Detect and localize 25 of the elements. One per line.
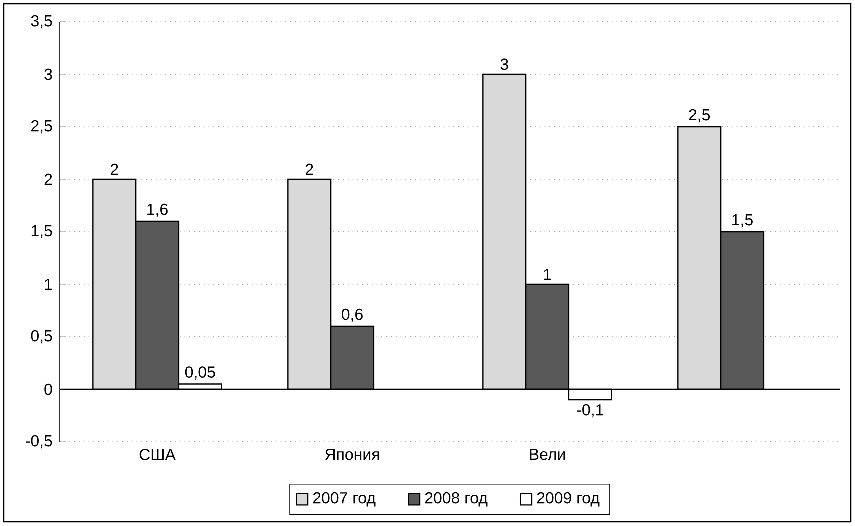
data-label: 3 — [500, 58, 508, 70]
data-label: 1,5 — [732, 214, 753, 228]
x-tick-label: Вели — [530, 449, 566, 460]
data-label: 1,6 — [148, 204, 168, 218]
y-tick-label: 0 — [44, 384, 52, 396]
data-label: 2 — [306, 164, 314, 176]
data-label: 2,5 — [689, 109, 710, 123]
y-tick-label: 0,5 — [31, 330, 52, 344]
legend-label: 2007 год — [313, 492, 376, 507]
legend-label: 2008 год — [425, 492, 488, 507]
y-tick-label: 1 — [45, 278, 52, 290]
data-label: 0,6 — [342, 308, 363, 322]
data-label: 1 — [544, 269, 552, 280]
y-tick-label: 1,5 — [32, 225, 52, 239]
data-label: 0,05 — [185, 366, 216, 380]
y-tick-label: 3 — [44, 68, 52, 80]
x-tick-label: Япония — [325, 449, 380, 460]
y-tick-label: 2 — [44, 174, 52, 186]
legend-label: 2009 год — [537, 492, 600, 507]
y-tick-label: 2,5 — [32, 120, 52, 134]
y-tick-label: -0,5 — [26, 435, 52, 449]
data-label: -0,1 — [577, 404, 604, 418]
data-label: 2 — [110, 164, 118, 176]
x-tick-label: США — [140, 449, 176, 460]
y-tick-label: 3,5 — [31, 15, 52, 29]
